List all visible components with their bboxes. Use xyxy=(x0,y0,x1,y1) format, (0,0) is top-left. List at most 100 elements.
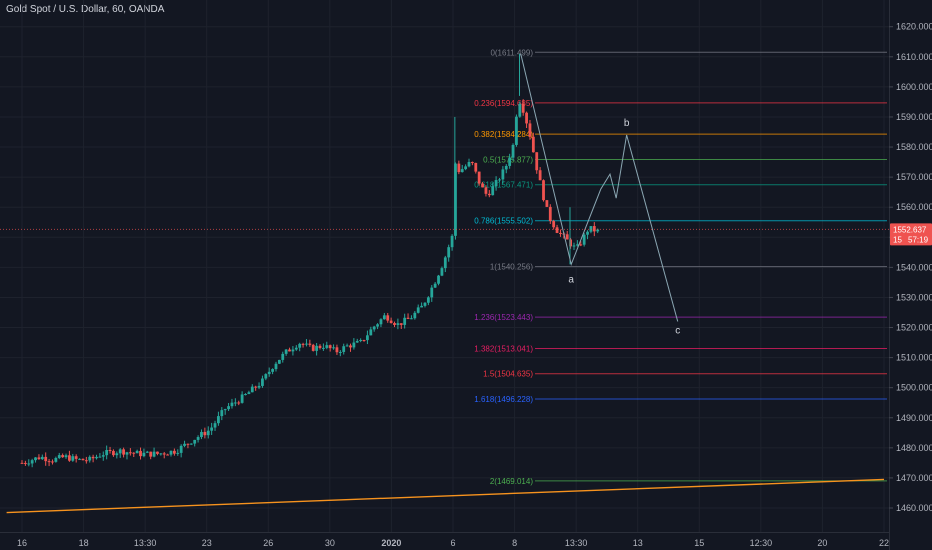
candle-body xyxy=(582,234,586,245)
candle-body xyxy=(423,302,427,306)
time-tick-label: 8 xyxy=(512,538,517,548)
candle-body xyxy=(443,257,447,269)
candle-body xyxy=(531,136,535,153)
candle-body xyxy=(382,315,386,320)
candle-body xyxy=(396,323,400,325)
candle-body xyxy=(525,112,528,124)
candle-body xyxy=(281,353,285,360)
candle-body xyxy=(115,453,119,456)
candle-body xyxy=(250,386,254,393)
candle-body xyxy=(474,162,478,172)
candle-body xyxy=(433,283,437,288)
candle-body xyxy=(416,307,420,313)
time-tick-label: 20 xyxy=(817,538,827,548)
fib-level-label: 0.382(1584.284) xyxy=(474,130,533,139)
candle-body xyxy=(338,351,342,353)
time-tick-label: 2020 xyxy=(381,538,401,548)
time-axis: 16 18 13:30 23 26 30 2020 6 8 13:30 13 15 12:30 20 22 xyxy=(0,532,889,548)
candle-body xyxy=(552,221,556,228)
candle-body xyxy=(592,226,596,232)
candle-body xyxy=(284,349,288,354)
candle-body xyxy=(230,402,234,407)
candle-body xyxy=(135,450,139,454)
candle-body xyxy=(484,187,488,194)
wave-label-a: a xyxy=(568,274,574,285)
candle-body xyxy=(193,439,197,444)
candle-body xyxy=(535,152,539,171)
trend-line xyxy=(6,478,885,514)
candle-body xyxy=(101,455,105,457)
price-tick-label: 1590.000 xyxy=(896,112,932,122)
candle-body xyxy=(366,335,369,341)
elliott-wave-path xyxy=(520,53,679,322)
candle-body xyxy=(291,349,295,352)
candle-body xyxy=(457,163,461,173)
candle-body xyxy=(298,343,302,348)
candle-body xyxy=(542,180,545,201)
time-tick-label: 13:30 xyxy=(565,538,588,548)
candle-body xyxy=(40,456,44,460)
candle-body xyxy=(186,443,190,445)
candle-body xyxy=(389,320,393,324)
candle-body xyxy=(321,347,325,349)
candle-body xyxy=(105,450,109,456)
candle-body xyxy=(372,326,376,330)
price-tick-label: 1530.000 xyxy=(896,292,932,302)
candle-body xyxy=(359,339,363,341)
candle-body xyxy=(494,180,498,187)
candle-body xyxy=(345,345,349,347)
candle-body xyxy=(213,423,217,428)
time-tick-label: 6 xyxy=(450,538,455,548)
candle-body xyxy=(196,437,200,440)
candle-body xyxy=(88,456,92,461)
price-tick-label: 1610.000 xyxy=(896,52,932,62)
fibonacci-levels: 0(1611.499) 0.236(1594.685) 0.382(1584.284… xyxy=(474,48,887,486)
candle-body xyxy=(200,431,203,438)
candle-body xyxy=(508,157,512,166)
candle-body xyxy=(294,347,298,350)
price-tick-label: 1500.000 xyxy=(896,383,932,393)
price-tick-label: 1460.000 xyxy=(896,503,932,513)
candle-body xyxy=(220,410,224,417)
time-tick-label: 22 xyxy=(879,538,889,548)
candle-body xyxy=(498,179,501,181)
candle-body xyxy=(305,343,308,345)
candle-body xyxy=(47,461,51,463)
price-tick-label: 1560.000 xyxy=(896,202,932,212)
candle-body xyxy=(95,456,98,459)
candle-body xyxy=(430,287,434,298)
candle-body xyxy=(261,378,264,386)
candle-body xyxy=(162,453,166,455)
candle-body xyxy=(64,455,68,458)
candle-body xyxy=(91,456,95,459)
time-tick-label: 12:30 xyxy=(750,538,773,548)
candle-body xyxy=(413,312,417,319)
price-tick-label: 1490.000 xyxy=(896,413,932,423)
candle-body xyxy=(328,345,332,349)
price-tick-label: 1470.000 xyxy=(896,473,932,483)
candle-body xyxy=(369,329,373,336)
candle-body xyxy=(379,319,383,325)
candle-body xyxy=(176,452,180,454)
candle-body xyxy=(257,385,261,388)
candle-body xyxy=(399,323,403,325)
candle-body xyxy=(84,460,88,462)
candle-body xyxy=(240,394,244,403)
candle-body xyxy=(34,457,37,461)
grid-lines xyxy=(0,0,889,532)
candle-body xyxy=(332,347,335,349)
candle-body xyxy=(51,461,54,463)
candle-body xyxy=(125,452,129,455)
candle-body xyxy=(237,402,241,404)
price-tag-timer: 57:19 xyxy=(908,235,929,244)
candle-body xyxy=(569,239,573,247)
candle-body xyxy=(244,394,247,396)
fib-level-label: 1.382(1513.041) xyxy=(474,344,533,353)
candle-body xyxy=(579,244,583,246)
fib-level-label: 1.618(1496.228) xyxy=(474,395,533,404)
candle-body xyxy=(71,456,75,461)
candle-body xyxy=(159,453,163,455)
candle-body xyxy=(352,342,356,348)
candle-body xyxy=(355,340,359,343)
